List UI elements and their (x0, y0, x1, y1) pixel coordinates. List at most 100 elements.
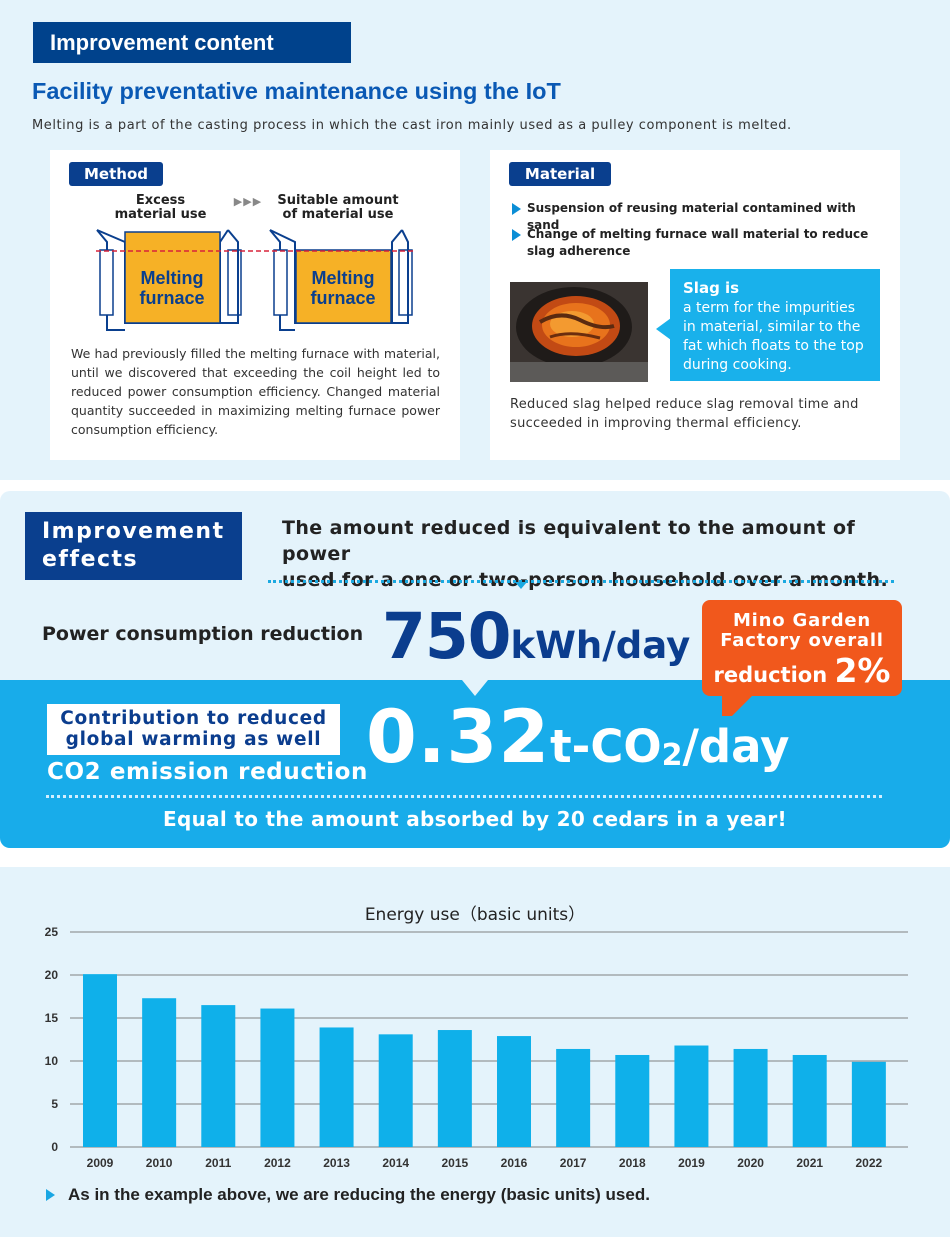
bar-2018 (615, 1054, 650, 1147)
slag-callout-pointer (656, 318, 671, 340)
x-tick-label: 2013 (323, 1156, 350, 1170)
band-notch (462, 680, 488, 696)
footnote-text: As in the example above, we are reducing… (68, 1185, 650, 1204)
bar-2012 (260, 1008, 295, 1147)
material-bullet-2: Change of melting furnace wall material … (512, 226, 892, 260)
factory-line1: Mino Garden (732, 610, 872, 631)
bar-2015 (437, 1030, 472, 1147)
factory-reduction-word: reduction (713, 663, 828, 687)
bar-2017 (556, 1048, 591, 1147)
x-tick-label: 2010 (146, 1156, 173, 1170)
excess-label: Excess material use (108, 194, 213, 222)
bar-2016 (497, 1036, 531, 1147)
co2-unit-a: t-CO (550, 720, 662, 773)
power-unit: kWh/day (510, 624, 691, 667)
furnace1-text1: Melting (141, 268, 204, 288)
suitable-label-line2: of material use (282, 207, 394, 222)
slag-callout: Slag is a term for the impurities in mat… (670, 269, 880, 381)
x-tick-label: 2021 (796, 1156, 823, 1170)
method-card: Method Excess material use ▶▶▶ Suitable … (50, 150, 460, 460)
x-tick-label: 2012 (264, 1156, 291, 1170)
co2-value: 0.32t-CO2/day (366, 695, 789, 780)
improvement-effects-tag: Improvement effects (25, 512, 242, 580)
material-text: Reduced slag helped reduce slag removal … (510, 397, 859, 431)
suitable-label-line1: Suitable amount (277, 193, 399, 208)
contribution-box: Contribution to reduced global warming a… (47, 704, 340, 755)
dotted-divider-white (46, 795, 882, 798)
y-tick-label: 15 (45, 1011, 59, 1025)
furnace-diagram: Melting furnace Melting furnace (96, 229, 414, 331)
cedars-note: Equal to the amount absorbed by 20 cedar… (163, 807, 787, 831)
effects-tag-line1: Improvement (42, 519, 225, 544)
improvement-content-tag: Improvement content (33, 22, 351, 63)
power-value: 750kWh/day (382, 600, 690, 673)
energy-use-chart: 0 5 10 15 20 25 2009 2010 2011 2012 2013 2014 2015 20… (45, 925, 908, 1170)
power-number: 750 (382, 600, 512, 673)
household-line1: The amount reduced is equivalent to the … (282, 517, 856, 565)
furnace-excess-icon: Melting furnace (96, 229, 242, 331)
y-tick-label: 5 (51, 1097, 58, 1111)
x-tick-label: 2022 (856, 1156, 883, 1170)
x-tick-label: 2019 (678, 1156, 705, 1170)
furnace-suitable-icon: Melting furnace (269, 229, 413, 331)
furnace1-text2: furnace (139, 288, 204, 308)
contrib-line2: global warming as well (65, 729, 322, 750)
bar-2013 (319, 1027, 354, 1147)
footnote: As in the example above, we are reducing… (46, 1185, 650, 1205)
bar-2014 (378, 1034, 413, 1147)
factory-callout-tail (722, 694, 754, 716)
bar-2019 (674, 1045, 709, 1147)
factory-line2: Factory overall (720, 630, 884, 651)
factory-reduction-callout: Mino Garden Factory overall reduction 2% (702, 600, 902, 696)
power-label: Power consumption reduction (42, 623, 364, 645)
slag-title: Slag is (683, 279, 740, 297)
excess-label-line2: material use (114, 207, 207, 222)
material-bullet-2-text: Change of melting furnace wall material … (527, 227, 869, 258)
bar-2022 (851, 1061, 886, 1147)
co2-number: 0.32 (366, 695, 551, 780)
furnace2-text2: furnace (310, 288, 375, 308)
suitable-label: Suitable amount of material use (268, 194, 408, 222)
triangle-icon (512, 229, 521, 241)
furnace2-text1: Melting (312, 268, 375, 288)
x-tick-label: 2018 (619, 1156, 646, 1170)
triangle-icon (512, 203, 521, 215)
factory-pct: 2% (834, 651, 891, 690)
co2-unit-b: /day (682, 720, 790, 773)
y-tick-label: 10 (45, 1054, 59, 1068)
bar-2021 (792, 1054, 827, 1147)
dotted-divider (268, 580, 894, 583)
y-tick-label: 20 (45, 968, 59, 982)
material-card: Material Suspension of reusing material … (490, 150, 900, 460)
co2-unit-sub: 2 (661, 738, 683, 773)
method-text: We had previously filled the melting fur… (71, 346, 440, 437)
y-tick-label: 25 (45, 925, 59, 939)
chart-title: Energy use（basic units） (364, 905, 586, 925)
slag-photo (510, 282, 648, 382)
factory-line3: reduction 2% (702, 651, 902, 695)
x-tick-label: 2014 (382, 1156, 409, 1170)
material-bullet-1: Suspension of reusing material contamine… (512, 200, 892, 234)
excess-label-line1: Excess (135, 193, 186, 208)
co2-label: CO2 emission reduction (47, 759, 369, 785)
x-tick-label: 2020 (737, 1156, 764, 1170)
x-tick-label: 2017 (560, 1156, 587, 1170)
x-tick-label: 2016 (501, 1156, 528, 1170)
divider-notch (515, 582, 527, 589)
method-tag: Method (69, 162, 163, 186)
material-tag: Material (509, 162, 611, 186)
intro-text: Melting is a part of the casting process… (32, 118, 792, 133)
bar-2020 (733, 1048, 768, 1147)
x-tick-label: 2009 (87, 1156, 114, 1170)
slag-desc: a term for the impurities in material, s… (683, 300, 864, 373)
triangle-icon (46, 1189, 55, 1201)
effects-tag-line2: effects (42, 547, 139, 572)
bar-2011 (201, 1005, 236, 1147)
material-bullet-1-text: Suspension of reusing material contamine… (527, 201, 856, 232)
bar-2010 (142, 998, 177, 1147)
improvement-subtitle: Facility preventative maintenance using … (32, 78, 561, 104)
contrib-line1: Contribution to reduced (60, 708, 327, 729)
bar-2009 (83, 974, 117, 1147)
x-tick-label: 2015 (442, 1156, 469, 1170)
x-tick-label: 2011 (205, 1156, 231, 1170)
